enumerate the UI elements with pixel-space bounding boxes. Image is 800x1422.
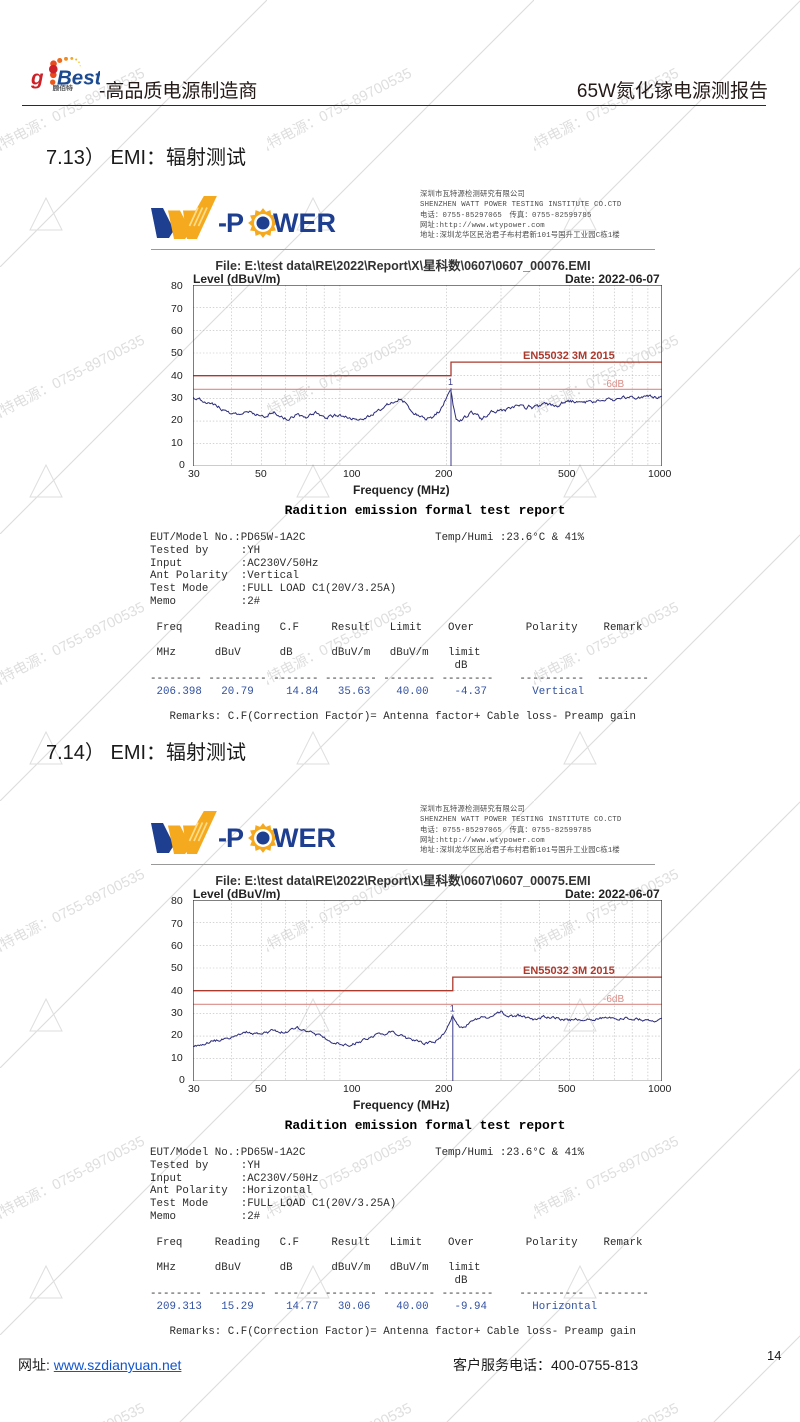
svg-text:1: 1 (448, 377, 453, 387)
svg-text:1: 1 (450, 1003, 455, 1013)
svg-text:WER: WER (273, 823, 336, 853)
svg-text:顾佰特: 顾佰特 (53, 84, 74, 92)
svg-text:g: g (30, 67, 44, 90)
svg-text:-P: -P (218, 823, 244, 853)
svg-text:WER: WER (273, 208, 336, 238)
svg-text:-P: -P (218, 208, 244, 238)
